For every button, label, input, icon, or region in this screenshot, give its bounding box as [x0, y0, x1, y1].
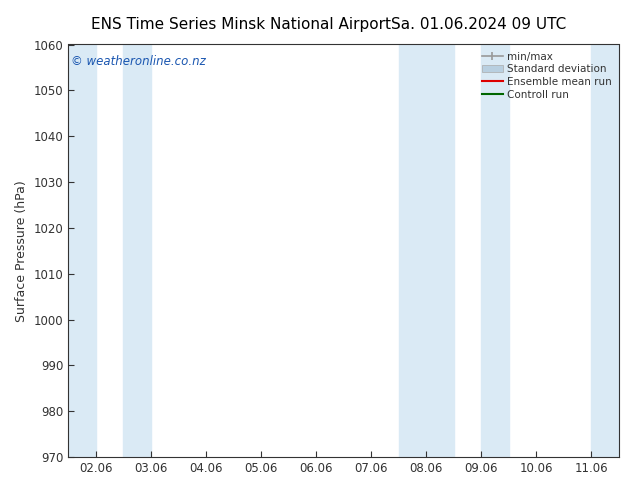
Bar: [592, 45, 619, 457]
Text: ENS Time Series Minsk National Airport: ENS Time Series Minsk National Airport: [91, 17, 391, 32]
Bar: [481, 45, 509, 457]
Text: Sa. 01.06.2024 09 UTC: Sa. 01.06.2024 09 UTC: [391, 17, 566, 32]
Bar: [68, 45, 96, 457]
Legend: min/max, Standard deviation, Ensemble mean run, Controll run: min/max, Standard deviation, Ensemble me…: [478, 48, 616, 104]
Text: © weatheronline.co.nz: © weatheronline.co.nz: [71, 55, 205, 68]
Bar: [399, 45, 454, 457]
Y-axis label: Surface Pressure (hPa): Surface Pressure (hPa): [15, 180, 28, 322]
Bar: [123, 45, 151, 457]
